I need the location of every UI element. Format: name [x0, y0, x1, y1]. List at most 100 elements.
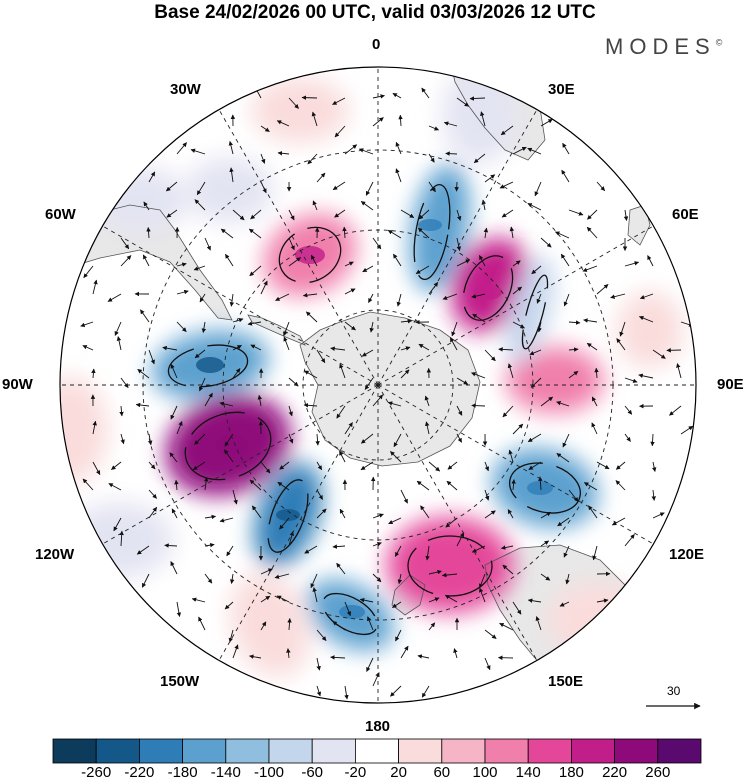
- wind-arrow: [586, 342, 598, 351]
- colorbar-swatch: [657, 738, 702, 764]
- wind-arrow: [276, 120, 290, 127]
- circulation-loop: [278, 226, 342, 284]
- lon-label-120e: 120E: [669, 546, 705, 563]
- wind-arrow: [332, 181, 346, 191]
- wind-arrow: [540, 396, 554, 407]
- meridian-line: [102, 384, 379, 545]
- wind-arrow: [249, 265, 262, 277]
- wind-arrow: [196, 181, 206, 196]
- wind-arrow: [511, 479, 516, 491]
- wind-arrow: [232, 209, 245, 221]
- wind-arrow: [397, 573, 403, 585]
- wind-arrow: [484, 657, 491, 671]
- wind-arrow: [367, 616, 374, 631]
- wind-arrow: [651, 461, 657, 472]
- colorbar-tick-label: -140: [210, 764, 241, 781]
- wind-arrow: [456, 97, 470, 107]
- wind-arrow: [360, 461, 374, 471]
- colorbar-swatch: [614, 738, 659, 764]
- lon-label-150e: 150E: [548, 673, 584, 690]
- anomaly-cores: [196, 219, 553, 619]
- wind-arrow: [456, 237, 462, 252]
- wind-arrow: [82, 478, 94, 491]
- wind-arrow: [228, 629, 234, 643]
- wind-arrow: [540, 237, 552, 248]
- wind-arrow: [557, 517, 570, 527]
- wind-arrow: [257, 394, 263, 407]
- wind-arrow: [119, 405, 124, 417]
- wind-arrow: [615, 461, 626, 470]
- meridian-line: [377, 109, 538, 386]
- wind-arrow: [288, 257, 301, 267]
- wind-arrow: [652, 512, 665, 519]
- wind-arrow: [204, 392, 213, 407]
- wind-arrow: [623, 209, 629, 221]
- wind-arrow: [650, 433, 655, 447]
- wind-arrow: [232, 344, 242, 351]
- wind-arrow: [283, 321, 290, 337]
- wind-arrow: [344, 685, 349, 700]
- wind-arrow: [310, 254, 318, 267]
- colorbar-swatch: [354, 738, 399, 764]
- wind-arrow: [390, 451, 402, 463]
- wind-arrow: [92, 279, 98, 295]
- wind-arrow: [203, 476, 209, 491]
- wind-arrow: [561, 169, 570, 183]
- wind-arrow: [137, 368, 150, 379]
- wind-arrow: [301, 95, 318, 100]
- wind-arrow: [421, 685, 430, 698]
- meridian-line: [218, 109, 379, 386]
- wind-arrow: [316, 685, 322, 697]
- wind-arrow: [500, 545, 514, 550]
- wind-arrow: [365, 181, 374, 196]
- wind-arrow: [390, 685, 402, 697]
- wind-arrow: [362, 265, 374, 273]
- wind-arrow: [344, 422, 353, 435]
- anomaly-blob: [60, 385, 100, 475]
- wind-arrow: [171, 508, 178, 519]
- circulation-loop: [509, 462, 581, 514]
- antarctica-coast: [299, 311, 481, 467]
- wind-arrow: [260, 595, 271, 603]
- wind-arrow: [471, 293, 486, 299]
- wind-arrow: [304, 370, 318, 379]
- wind-arrow: [560, 253, 570, 267]
- wind-arrow: [527, 433, 542, 443]
- wind-arrow: [568, 370, 579, 379]
- wind-arrow: [536, 293, 542, 304]
- wind-arrow: [596, 598, 609, 603]
- wind-arrow: [228, 140, 234, 155]
- wind-arrow: [82, 345, 94, 351]
- wind-arrow: [540, 540, 550, 547]
- wind-arrow: [568, 209, 584, 216]
- anomaly-blob: [450, 75, 510, 155]
- wind-arrow: [418, 209, 430, 220]
- wind-arrow: [248, 228, 262, 239]
- wind-arrow: [417, 654, 430, 659]
- colorbar-swatch: [268, 738, 313, 764]
- map-title: Base 24/02/2026 00 UTC, valid 03/03/2026…: [154, 2, 596, 23]
- wind-arrow: [249, 479, 262, 491]
- wind-arrow: [143, 201, 150, 211]
- wind-arrow: [312, 200, 318, 211]
- wind-arrow: [372, 94, 385, 99]
- wind-arrow: [535, 616, 542, 631]
- wind-arrow: [484, 349, 496, 362]
- wind-arrow: [225, 253, 234, 267]
- wind-arrow: [592, 545, 598, 561]
- wind-arrow: [288, 97, 299, 109]
- colorbar-tick-label: 20: [390, 764, 407, 781]
- wind-arrow: [676, 363, 682, 379]
- wind-arrow: [372, 542, 382, 547]
- wind-arrow: [176, 289, 189, 295]
- wind-arrow: [120, 255, 132, 267]
- wind-arrow: [286, 648, 291, 659]
- wind-arrow: [199, 293, 206, 303]
- wind-arrow: [311, 111, 318, 127]
- wind-arrow: [395, 629, 402, 642]
- brand-logo: MODES©: [605, 34, 722, 60]
- wind-arrow: [336, 562, 346, 575]
- wind-arrow: [250, 344, 262, 351]
- wind-arrow: [471, 403, 486, 408]
- wind-arrow: [428, 597, 440, 603]
